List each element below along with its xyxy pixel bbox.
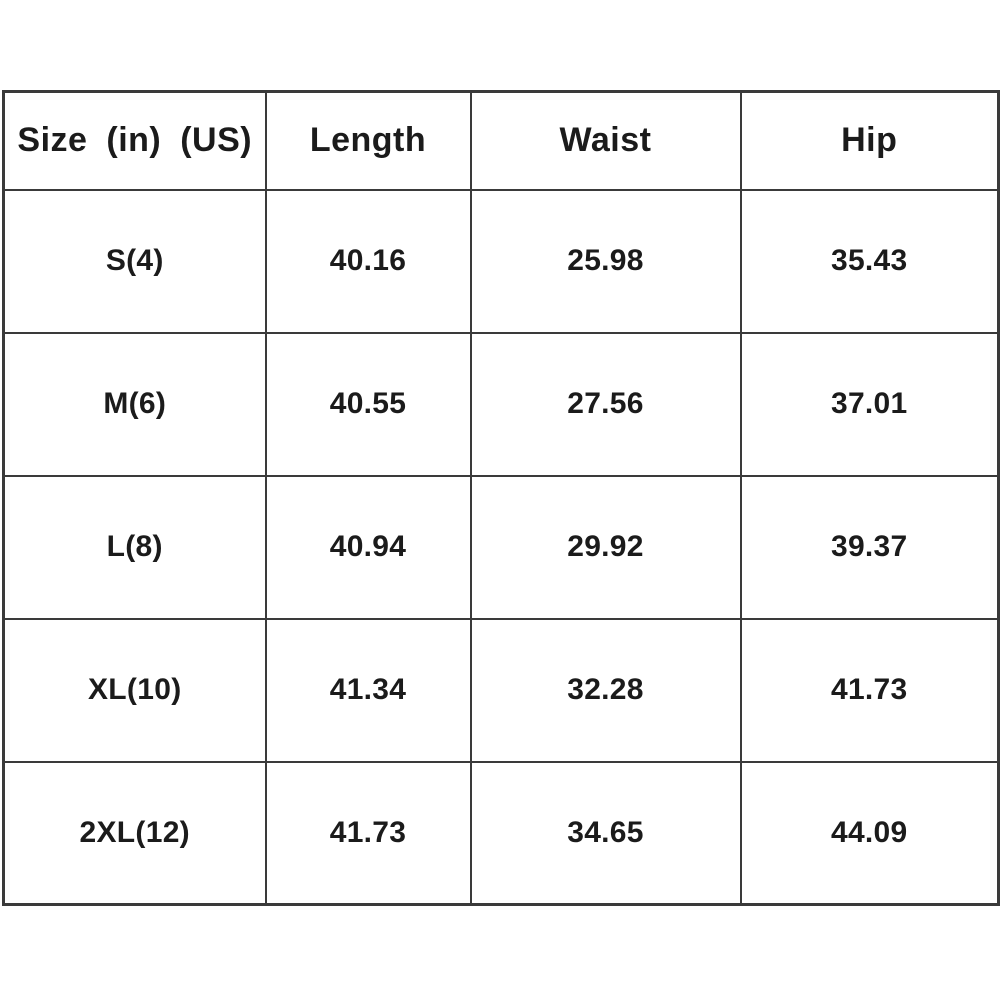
hip-cell: 44.09 bbox=[739, 760, 1000, 906]
table-row-xl: XL(10) 41.34 32.28 41.73 bbox=[2, 617, 1000, 763]
column-header-size: Size (in) (US) bbox=[2, 90, 267, 191]
length-cell: 40.16 bbox=[264, 188, 472, 334]
hip-cell: 41.73 bbox=[739, 617, 1000, 763]
length-cell: 41.73 bbox=[264, 760, 472, 906]
table-body: S(4) 40.16 25.98 35.43 M(6) 40.55 27.56 … bbox=[2, 188, 1000, 906]
column-header-length: Length bbox=[264, 90, 472, 191]
length-cell: 40.94 bbox=[264, 474, 472, 620]
hip-cell: 35.43 bbox=[739, 188, 1000, 334]
waist-cell: 25.98 bbox=[469, 188, 742, 334]
table-row-s: S(4) 40.16 25.98 35.43 bbox=[2, 188, 1000, 334]
waist-cell: 34.65 bbox=[469, 760, 742, 906]
hip-cell: 39.37 bbox=[739, 474, 1000, 620]
table-header: Size (in) (US) Length Waist Hip bbox=[2, 90, 1000, 191]
waist-cell: 32.28 bbox=[469, 617, 742, 763]
length-cell: 40.55 bbox=[264, 331, 472, 477]
table-row-m: M(6) 40.55 27.56 37.01 bbox=[2, 331, 1000, 477]
length-cell: 41.34 bbox=[264, 617, 472, 763]
waist-cell: 27.56 bbox=[469, 331, 742, 477]
table-row-l: L(8) 40.94 29.92 39.37 bbox=[2, 474, 1000, 620]
column-header-hip: Hip bbox=[739, 90, 1000, 191]
waist-cell: 29.92 bbox=[469, 474, 742, 620]
size-cell: S(4) bbox=[2, 188, 267, 334]
size-cell: 2XL(12) bbox=[2, 760, 267, 906]
header-row: Size (in) (US) Length Waist Hip bbox=[2, 90, 1000, 191]
column-header-waist: Waist bbox=[469, 90, 742, 191]
size-cell: M(6) bbox=[2, 331, 267, 477]
size-cell: XL(10) bbox=[2, 617, 267, 763]
size-cell: L(8) bbox=[2, 474, 267, 620]
table-row-2xl: 2XL(12) 41.73 34.65 44.09 bbox=[2, 760, 1000, 906]
hip-cell: 37.01 bbox=[739, 331, 1000, 477]
size-chart-table: Size (in) (US) Length Waist Hip S(4) 40.… bbox=[2, 90, 1000, 906]
